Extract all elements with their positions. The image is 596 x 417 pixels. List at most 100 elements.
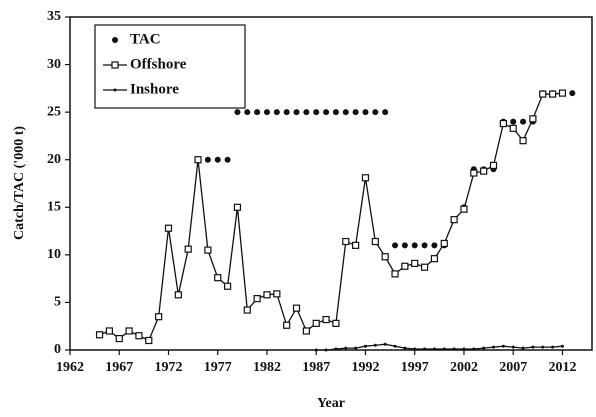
data-point: [373, 343, 377, 347]
data-point: [432, 347, 436, 351]
data-point: [391, 270, 399, 278]
data-point: [314, 348, 318, 352]
data-point: [560, 344, 564, 348]
y-tick-label: 25: [47, 104, 61, 119]
data-point: [363, 344, 367, 348]
x-tick-label: 1977: [204, 360, 232, 375]
data-point: [332, 319, 340, 327]
data-point: [342, 237, 350, 246]
data-point: [411, 242, 418, 249]
data-point: [292, 304, 301, 312]
series-line: [316, 343, 563, 351]
data-point: [510, 118, 517, 125]
data-point: [442, 347, 446, 351]
x-tick-label: 1987: [302, 360, 330, 375]
data-point: [135, 332, 143, 340]
data-point: [312, 319, 320, 327]
data-point: [293, 109, 300, 116]
data-point: [539, 90, 547, 98]
data-point: [263, 291, 271, 299]
data-point: [273, 109, 280, 116]
data-point: [431, 242, 438, 249]
data-point: [401, 262, 409, 270]
data-point: [520, 118, 527, 125]
data-point: [558, 89, 567, 97]
legend-label: Inshore: [130, 81, 179, 97]
y-tick-label: 30: [47, 57, 61, 72]
legend-marker: [112, 37, 118, 43]
y-tick-label: 0: [54, 342, 61, 357]
data-point: [322, 315, 330, 324]
data-point: [125, 327, 133, 335]
data-point: [354, 346, 358, 350]
legend-label: TAC: [130, 31, 161, 47]
data-point: [95, 331, 104, 339]
data-point: [403, 346, 407, 350]
data-point: [344, 346, 348, 350]
data-point: [324, 348, 328, 352]
data-point: [303, 109, 310, 116]
data-point: [440, 239, 448, 248]
data-point: [362, 109, 369, 116]
data-point: [302, 327, 310, 335]
data-point: [501, 344, 505, 348]
data-point: [234, 109, 241, 116]
data-point: [531, 345, 535, 349]
x-tick-label: 2012: [548, 360, 576, 375]
x-tick-label: 1962: [56, 360, 84, 375]
data-point: [342, 109, 349, 116]
data-point: [521, 346, 525, 350]
x-axis-label: Year: [317, 396, 345, 411]
legend-marker: [113, 88, 117, 92]
legend-label: Offshore: [130, 56, 187, 72]
series-line: [99, 92, 563, 342]
data-point: [224, 156, 231, 163]
data-point: [184, 245, 192, 253]
data-point: [334, 347, 338, 351]
data-point: [460, 205, 468, 213]
data-point: [204, 156, 211, 163]
data-point: [145, 336, 153, 345]
y-tick-label: 35: [47, 9, 61, 24]
data-point: [115, 334, 123, 343]
y-tick-label: 15: [47, 200, 61, 215]
data-point: [401, 242, 408, 249]
data-point: [223, 282, 232, 290]
data-point: [413, 347, 417, 351]
data-point: [381, 253, 389, 261]
data-point: [283, 109, 290, 116]
data-point: [489, 161, 498, 170]
data-point: [371, 237, 379, 246]
data-point: [452, 347, 456, 351]
x-tick-label: 1967: [105, 360, 133, 375]
data-point: [244, 109, 251, 116]
data-point: [470, 169, 478, 177]
x-tick-label: 1982: [253, 360, 281, 375]
data-point: [482, 346, 486, 350]
data-point: [332, 109, 339, 116]
data-point: [214, 274, 222, 282]
data-point: [382, 109, 389, 116]
data-point: [352, 241, 360, 249]
data-point: [411, 259, 419, 268]
data-point: [105, 327, 113, 335]
data-point: [450, 216, 458, 224]
data-point: [499, 119, 507, 128]
data-point: [243, 306, 251, 314]
data-point: [283, 321, 291, 329]
data-point: [194, 156, 202, 164]
data-point: [423, 347, 427, 351]
data-point: [174, 291, 182, 299]
data-point: [551, 345, 555, 349]
data-point: [549, 90, 557, 98]
legend-marker: [111, 61, 119, 69]
data-point: [492, 345, 496, 349]
data-point: [393, 344, 397, 348]
data-point: [529, 115, 537, 123]
data-point: [313, 109, 320, 116]
data-point: [263, 109, 270, 116]
data-point: [511, 345, 515, 349]
data-point: [372, 109, 379, 116]
x-tick-label: 1972: [154, 360, 182, 375]
data-point: [472, 347, 476, 351]
